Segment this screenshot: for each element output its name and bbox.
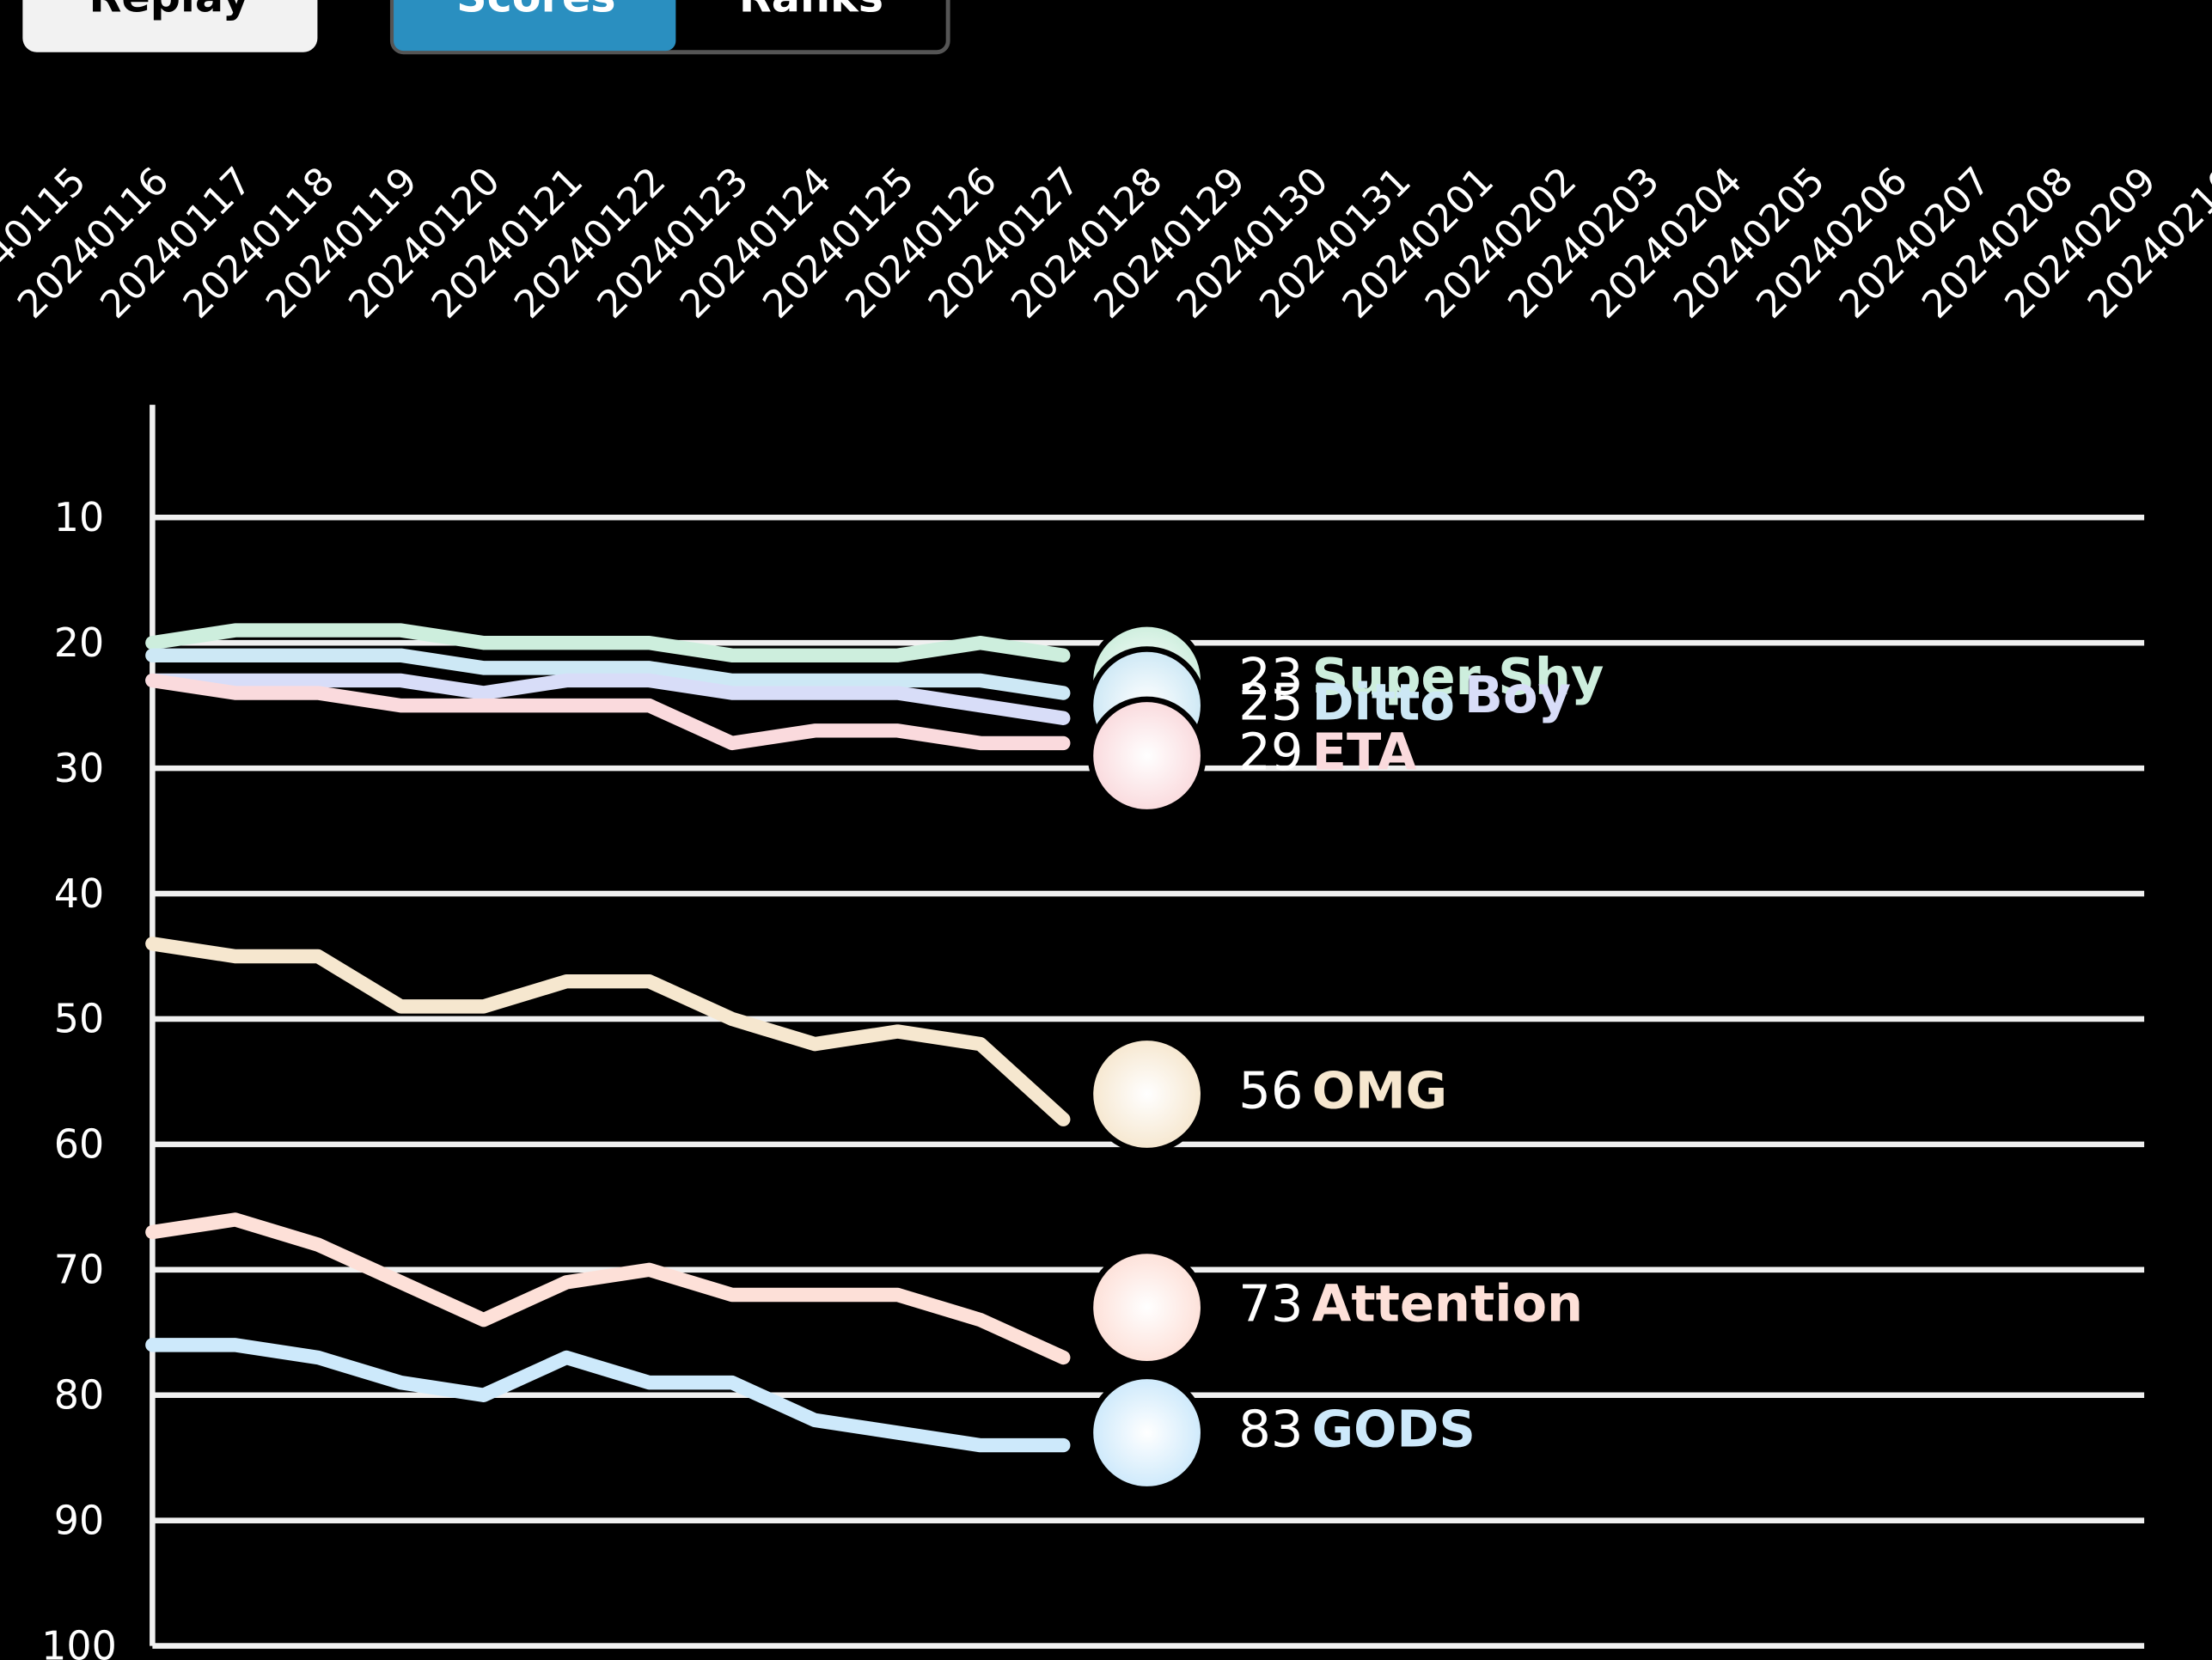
toolbar: Replay Scores Ranks [22, 0, 950, 55]
y-tick-label: 90 [54, 1497, 104, 1543]
replay-button[interactable] [22, 0, 318, 52]
song-label: ETA [1312, 723, 1417, 782]
series-line [145, 623, 1071, 662]
series-line [145, 1212, 1071, 1365]
series-line [145, 673, 1071, 751]
series-line [145, 937, 1071, 1126]
y-tick-label: 50 [54, 996, 104, 1042]
replay-label[interactable]: Replay [89, 0, 249, 21]
y-tick-label: 40 [54, 870, 104, 917]
y-tick-label: 100 [41, 1622, 117, 1660]
y-tick-label: 10 [54, 494, 104, 540]
series-line [145, 1338, 1071, 1453]
y-tick-label: 30 [54, 745, 104, 791]
scores-label[interactable]: Scores [456, 0, 615, 21]
song-label: Boy [1464, 665, 1571, 724]
scores-button[interactable] [394, 0, 676, 52]
y-tick-label: 80 [54, 1372, 104, 1419]
series-line [145, 673, 1071, 725]
score-label: 56 [1238, 1061, 1303, 1120]
song-label: Ditto [1312, 672, 1455, 731]
album-icon [1087, 1248, 1207, 1367]
y-tick-label: 20 [54, 619, 104, 666]
album-icon [1087, 696, 1207, 815]
score-label: 23 [1238, 647, 1303, 706]
y-tick-label: 60 [54, 1121, 104, 1168]
album-icon [1087, 1034, 1207, 1154]
score-label: 25 [1238, 672, 1303, 731]
score-label: 73 [1238, 1274, 1303, 1333]
score-label: 29 [1238, 723, 1303, 782]
song-label: OMG [1312, 1061, 1448, 1120]
y-tick-label: 70 [54, 1247, 104, 1293]
song-label: GODS [1312, 1400, 1476, 1459]
ranks-label[interactable]: Ranks [739, 0, 883, 21]
score-label: 83 [1238, 1400, 1303, 1459]
song-label: Super Shy [1312, 647, 1604, 706]
song-label: Attention [1312, 1274, 1583, 1333]
album-icon [1087, 1373, 1207, 1492]
series-line [145, 648, 1071, 700]
